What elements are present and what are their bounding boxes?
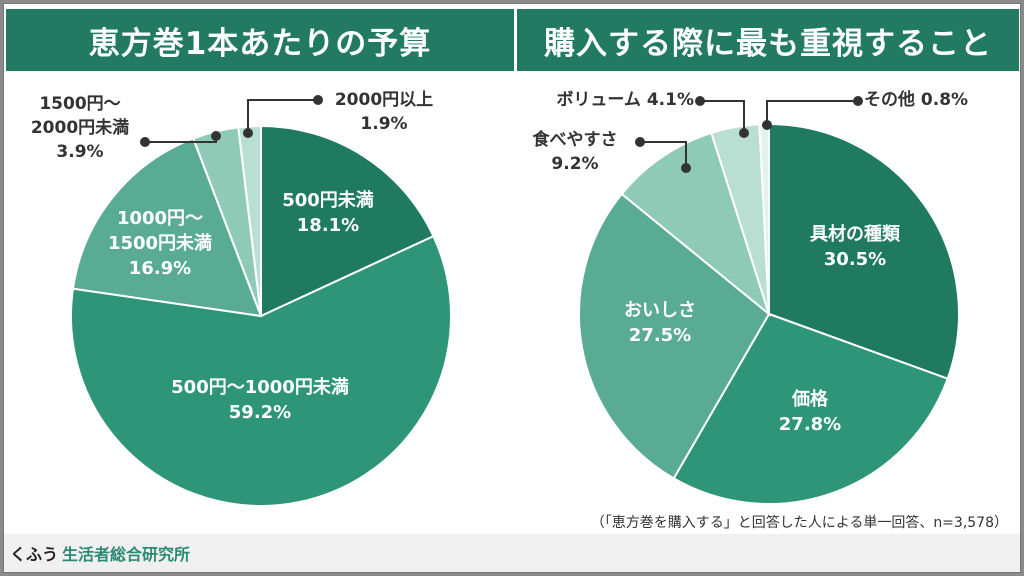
pie-slice [71,137,263,318]
pie-slice [260,124,435,318]
leader-lines [145,99,858,168]
pie-slice [237,124,262,317]
leader-line-other [766,100,858,125]
slice-label-other: その他 0.8% [864,90,969,110]
brand-logo-kufuu: くふう [10,545,59,564]
slice-label-500-1000: 500円〜1000円未満 59.2% [171,377,349,423]
slice-label-taste: おいしさ 27.5% [624,300,696,346]
slice-label-price: 価格 27.8% [778,389,842,435]
pie-slice [578,192,771,480]
left-chart-title: 恵方巻1本あたりの予算 [6,9,514,71]
slice-label-volume: ボリューム 4.1% [556,90,694,110]
footer: くふう 生活者総合研究所 [4,534,1020,572]
pie-slice [70,234,452,507]
survey-note: （「恵方巻を購入する」と回答した人による単一回答、n=3,578） [590,515,1008,531]
right-pie [578,122,960,505]
slice-label-ingredients: 具材の種類 30.5% [810,224,900,270]
slice-label-eatability: 食べやすさ 9.2% [532,130,618,174]
left-pie [70,124,452,507]
leader-line-volume [700,100,745,133]
slice-label-1500-2000: 1500円〜 2000円未満 3.9% [30,94,130,162]
slice-label-2000plus: 2000円以上 1.9% [334,90,434,134]
slice-label-1000-1500: 1000円〜 1500円未満 16.9% [107,208,213,279]
pie-slice [620,131,771,317]
leader-line-eatability [640,141,687,168]
pie-slice [768,122,960,380]
right-chart-title: 購入する際に最も重視すること [517,9,1019,71]
brand-logo-institute: 生活者総合研究所 [62,545,191,564]
slice-label-under-500: 500円未満 18.1% [282,190,374,236]
leader-line-2000plus [247,99,318,133]
leader-dots [140,95,863,173]
